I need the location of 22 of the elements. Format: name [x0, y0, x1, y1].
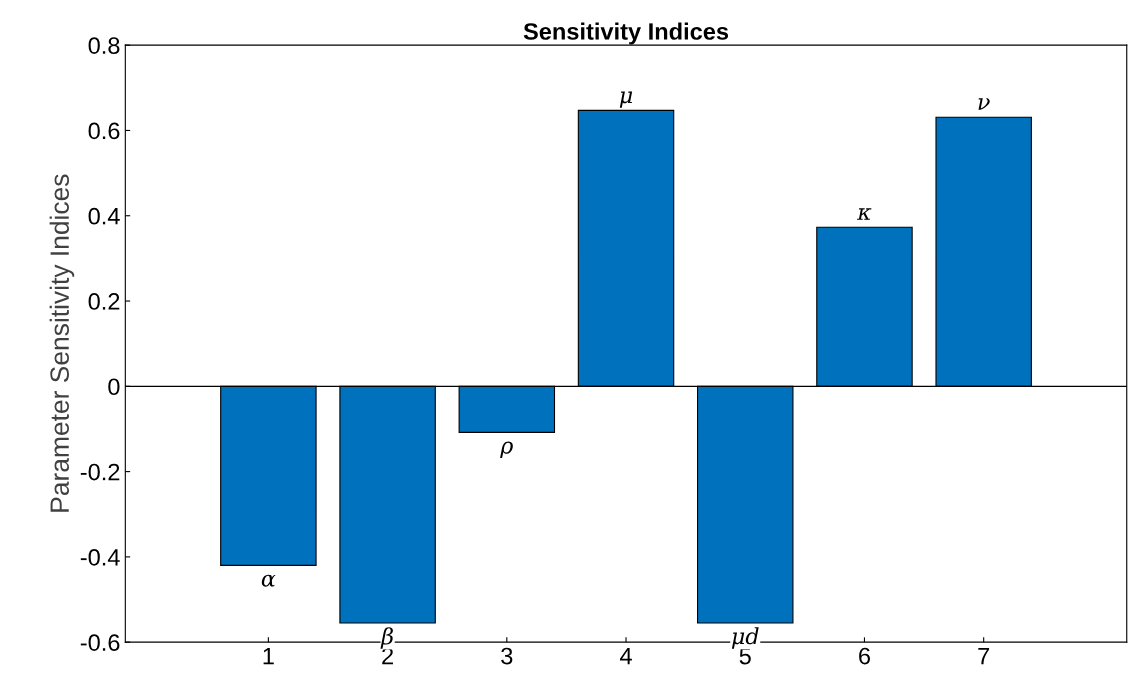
- x-tick-label: 4: [620, 647, 632, 665]
- chart-title: Sensitivity Indices: [523, 22, 729, 45]
- annotation: μd: [731, 627, 759, 649]
- y-tick-label: 0: [108, 378, 120, 396]
- y-tick-label: -0.4: [80, 548, 120, 566]
- y-axis-title: Parameter Sensitivity Indices: [49, 174, 75, 512]
- annotation: κ: [856, 208, 872, 220]
- y-tick-label: -0.6: [80, 634, 120, 651]
- x-tick-label: 3: [501, 647, 513, 665]
- annotation: ν: [978, 98, 990, 110]
- x-tick-label: 6: [859, 647, 870, 665]
- annotation: α: [261, 574, 276, 587]
- x-tick-label: 7: [978, 647, 990, 665]
- annotation: β: [380, 627, 393, 649]
- x-tick-label: 1: [263, 647, 274, 665]
- y-tick-label: 0.4: [88, 207, 120, 225]
- y-tick-label: 0.2: [88, 293, 120, 310]
- y-tick-label: -0.2: [80, 463, 120, 481]
- annotation: ρ: [500, 441, 513, 459]
- annotation: μ: [619, 91, 633, 108]
- y-tick-label: 0.8: [88, 37, 120, 54]
- y-tick-label: 0.6: [88, 122, 120, 140]
